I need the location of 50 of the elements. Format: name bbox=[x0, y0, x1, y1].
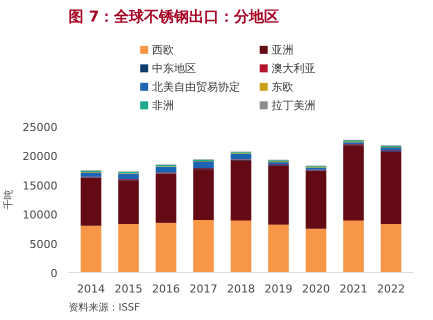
x-tick-label: 2015 bbox=[114, 282, 143, 296]
bar bbox=[230, 154, 252, 160]
bar bbox=[230, 220, 252, 272]
chart-title: 图 7：全球不锈钢出口：分地区 bbox=[68, 8, 280, 26]
bar bbox=[156, 174, 176, 223]
x-tick-label: 2017 bbox=[190, 282, 218, 296]
bar bbox=[380, 224, 402, 272]
legend-label: 非洲 bbox=[152, 98, 174, 112]
bar bbox=[156, 222, 176, 272]
legend-label: 东欧 bbox=[272, 80, 294, 94]
bar bbox=[306, 228, 326, 272]
legend-label: 拉丁美洲 bbox=[272, 98, 316, 112]
bar bbox=[80, 172, 102, 177]
x-tick-label: 2019 bbox=[264, 282, 293, 296]
bar bbox=[230, 160, 252, 221]
text: 资料来源：ISSF bbox=[68, 302, 140, 314]
x-tick-label: 2022 bbox=[377, 282, 406, 296]
y-tick-label: 5000 bbox=[30, 238, 58, 251]
bar bbox=[193, 162, 214, 168]
bar bbox=[156, 166, 176, 173]
y-tick-label: 15000 bbox=[22, 179, 58, 192]
bar bbox=[380, 148, 402, 150]
bar bbox=[306, 170, 326, 229]
y-tick-label: 25000 bbox=[22, 121, 58, 134]
x-tick-label: 2020 bbox=[302, 282, 330, 296]
y-tick-label: 0 bbox=[50, 267, 58, 280]
bar bbox=[118, 174, 139, 180]
bar bbox=[118, 180, 139, 224]
x-tick-label: 2021 bbox=[340, 282, 368, 296]
bar bbox=[343, 145, 364, 221]
y-tick-label: 10000 bbox=[22, 208, 58, 222]
bar bbox=[193, 169, 214, 220]
bar bbox=[80, 226, 102, 272]
bar bbox=[380, 152, 402, 224]
bar bbox=[193, 220, 214, 272]
bar bbox=[80, 178, 102, 226]
legend-label: 北美自由贸易协定 bbox=[152, 80, 240, 94]
x-tick-label: 2016 bbox=[152, 282, 180, 296]
bar bbox=[268, 166, 289, 225]
legend-label: 中东地区 bbox=[152, 62, 196, 75]
legend-label: 澳大利亚 bbox=[272, 62, 316, 75]
x-tick-label: 2018 bbox=[227, 282, 256, 296]
y-axis-title: 千吨 bbox=[2, 190, 15, 210]
x-tick-label: 2014 bbox=[77, 282, 106, 296]
y-tick-label: 20000 bbox=[22, 150, 58, 164]
bar bbox=[343, 220, 364, 272]
bar bbox=[268, 224, 289, 272]
bar bbox=[118, 224, 139, 272]
legend-label: 亚洲 bbox=[272, 43, 294, 56]
legend-label: 西欧 bbox=[152, 43, 174, 56]
